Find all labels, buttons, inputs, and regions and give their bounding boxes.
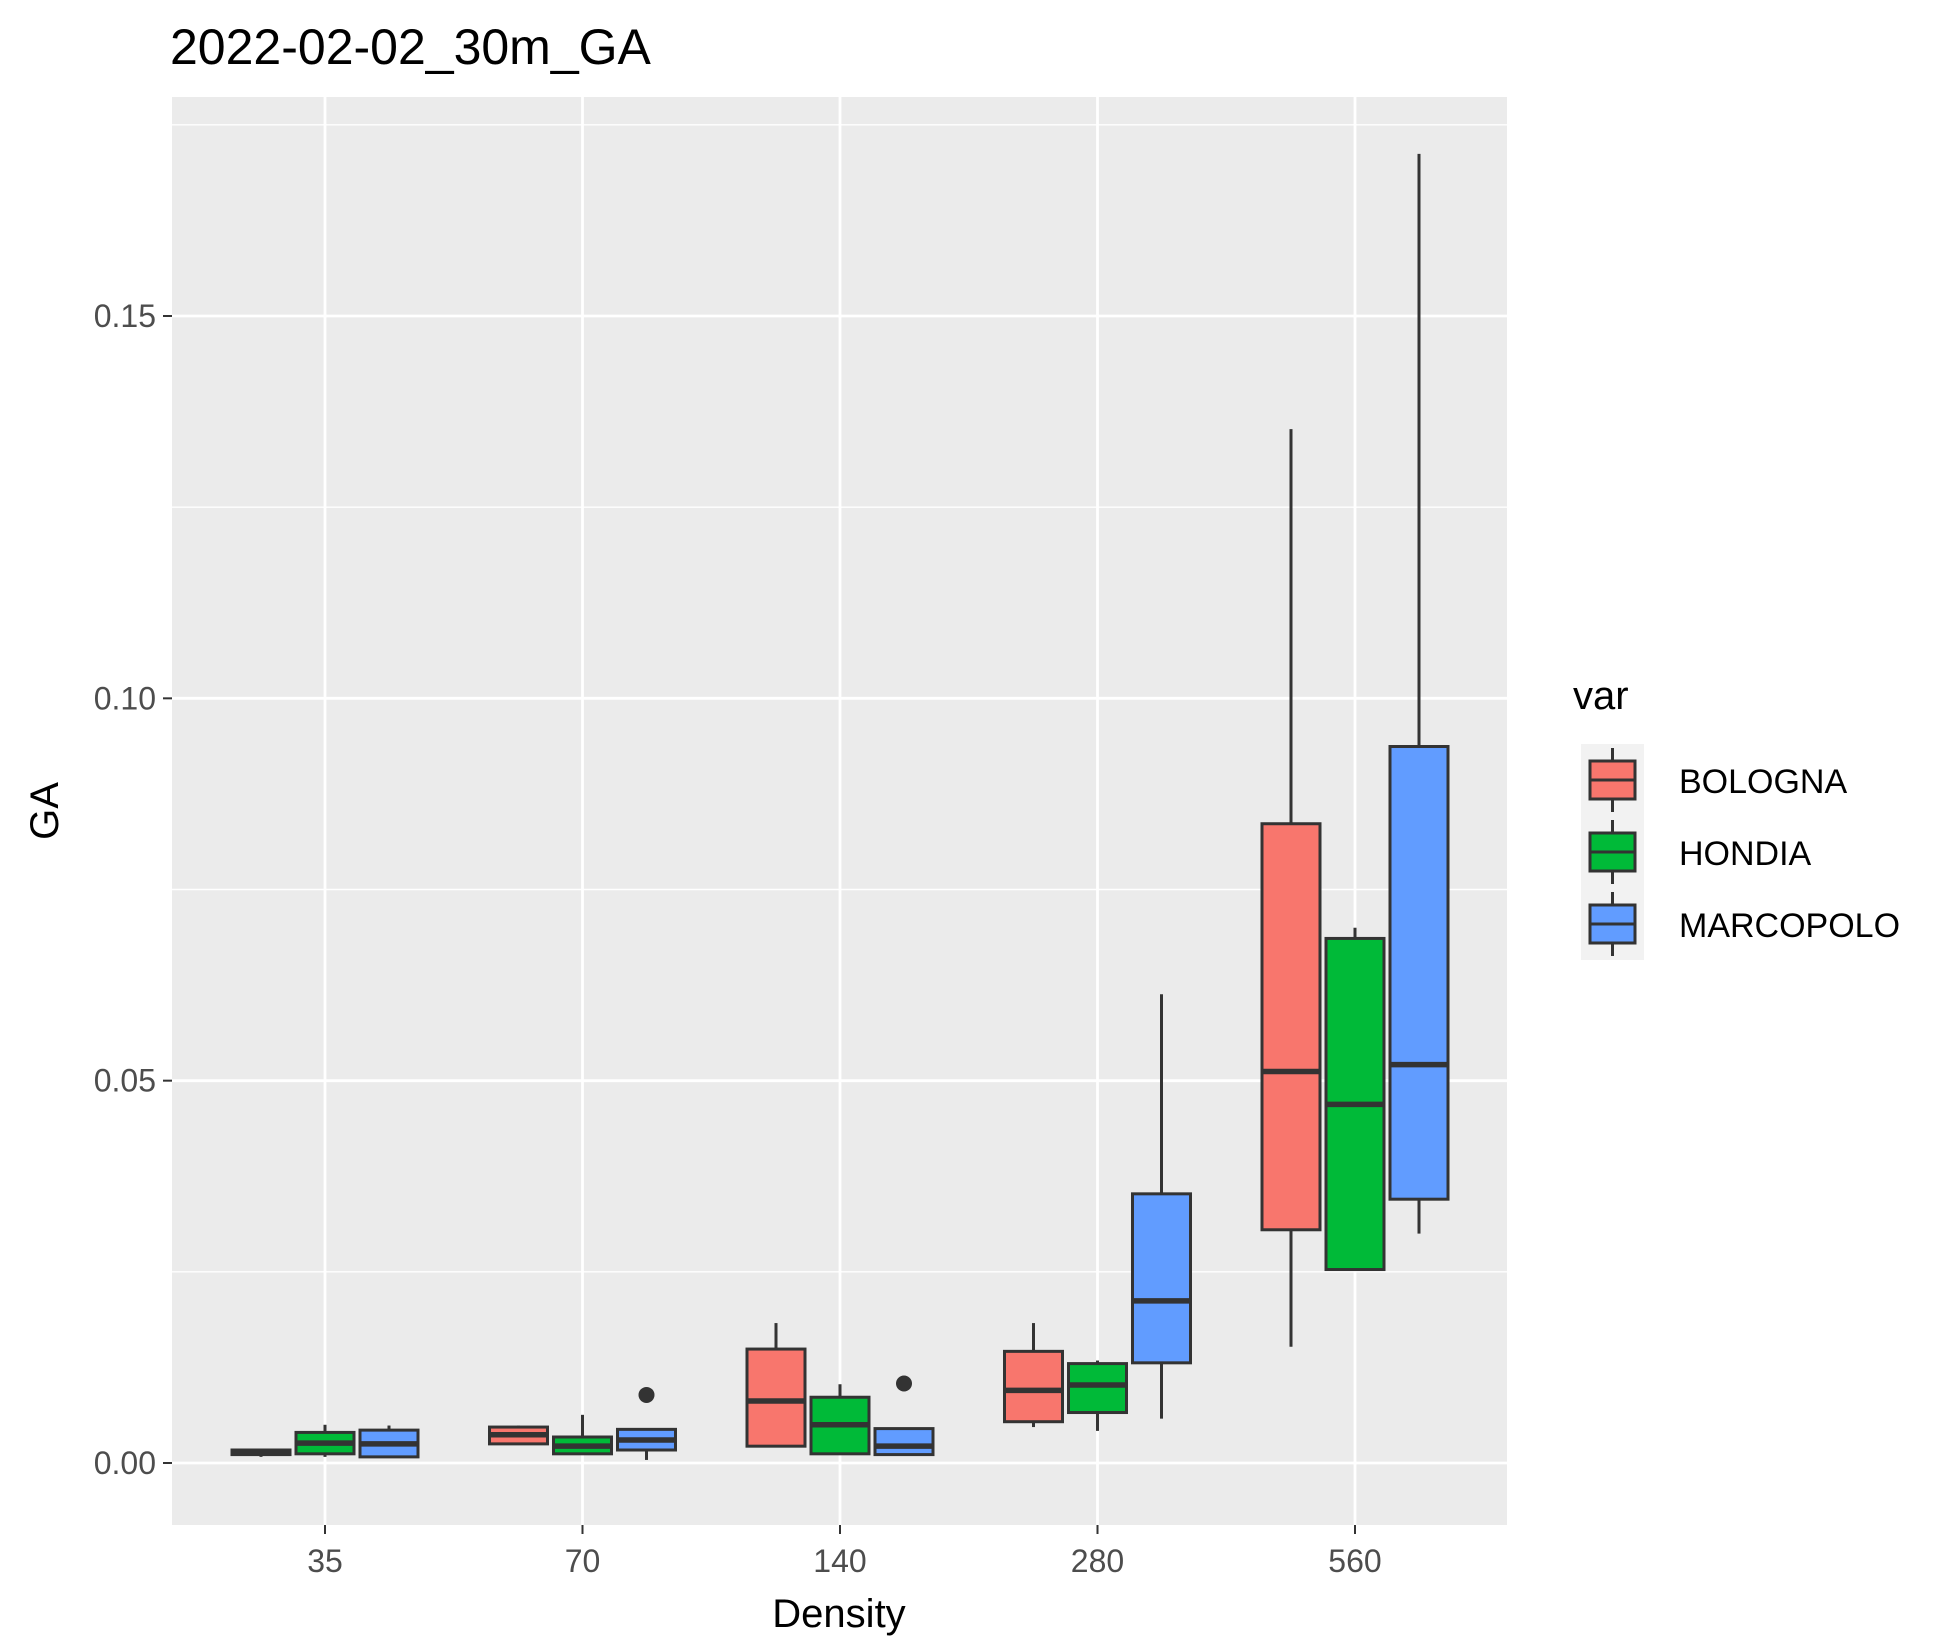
- box-bologna-560: [1260, 429, 1322, 1347]
- box-hondia-140: [809, 1384, 871, 1456]
- axis-layer: 0.00 0.05 0.10 0.15 35 70 140 280 560: [94, 298, 1382, 1579]
- box-marcopolo-35: [358, 1425, 420, 1459]
- legend-item-hondia: HONDIA: [1588, 820, 1812, 884]
- box-body: [1388, 745, 1450, 1201]
- legend-item-marcopolo: MARCOPOLO: [1588, 892, 1900, 956]
- chart-title: 2022-02-02_30m_GA: [170, 19, 652, 75]
- y-tick-label-1: 0.05: [94, 1063, 156, 1099]
- box-marcopolo-140: [873, 1375, 935, 1457]
- box-body: [1003, 1349, 1064, 1424]
- box-hondia-560: [1324, 927, 1386, 1272]
- y-tick-label-3: 0.15: [94, 298, 156, 334]
- box-marcopolo-560: [1388, 153, 1450, 1234]
- outlier-point-0: [896, 1375, 912, 1392]
- box-layer: [230, 153, 1450, 1460]
- legend-label-bologna: BOLOGNA: [1679, 763, 1847, 801]
- legend-label-marcopolo: MARCOPOLO: [1679, 907, 1900, 945]
- box-marcopolo-70: [616, 1386, 677, 1460]
- box-bologna-280: [1003, 1323, 1064, 1428]
- box-hondia-35: [294, 1424, 356, 1457]
- legend-label-hondia: HONDIA: [1679, 835, 1812, 873]
- box-bologna-140: [745, 1323, 807, 1448]
- box-body: [1067, 1362, 1128, 1415]
- box-body: [1260, 822, 1322, 1232]
- box-body: [745, 1347, 807, 1448]
- box-marcopolo-280: [1131, 994, 1192, 1419]
- y-axis-title: GA: [23, 782, 67, 840]
- box-body: [1131, 1192, 1192, 1365]
- legend-items: BOLOGNA HONDIA MARCOPOLO: [1581, 744, 1900, 960]
- box-bologna-35: [230, 1448, 292, 1457]
- x-tick-label-140: 140: [813, 1543, 866, 1579]
- box-body: [873, 1427, 935, 1457]
- x-tick-label-70: 70: [565, 1543, 601, 1579]
- y-tick-label-2: 0.10: [94, 680, 156, 716]
- x-tick-label-560: 560: [1328, 1543, 1381, 1579]
- legend: var BOLOGNA HONDIA MARCOPOLO: [1573, 674, 1900, 960]
- box-hondia-280: [1067, 1360, 1128, 1431]
- box-bologna-70: [488, 1425, 549, 1446]
- legend-item-bologna: BOLOGNA: [1588, 748, 1847, 812]
- legend-title: var: [1573, 674, 1629, 718]
- y-tick-label-0: 0.00: [94, 1445, 156, 1481]
- x-axis-title: Density: [772, 1592, 905, 1636]
- x-tick-label-35: 35: [307, 1543, 343, 1579]
- box-hondia-70: [552, 1414, 613, 1456]
- grid-layer: [172, 97, 1507, 1525]
- x-tick-label-280: 280: [1071, 1543, 1124, 1579]
- outlier-point-0: [638, 1386, 655, 1403]
